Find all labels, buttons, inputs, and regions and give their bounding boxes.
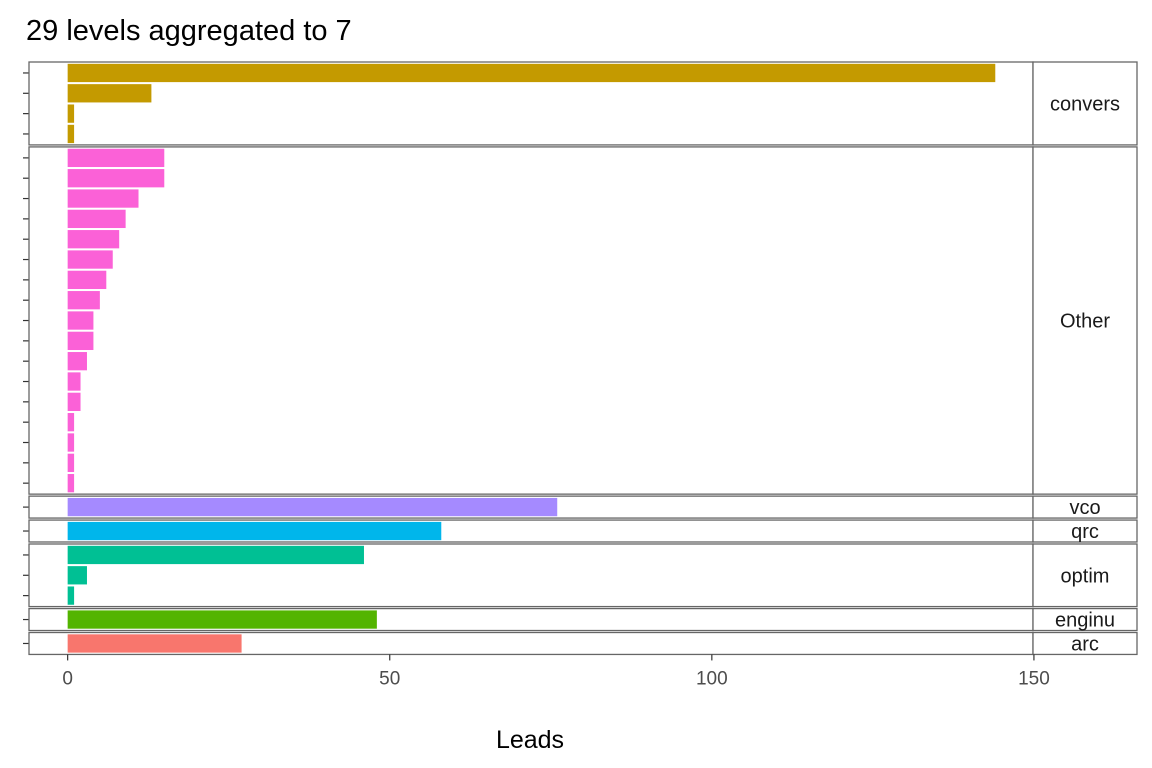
facet-Other: Other (23, 146, 1138, 495)
facet-enginu: enginu (23, 607, 1138, 632)
bar-arc-1 (67, 634, 242, 653)
bar-convers-3 (67, 104, 75, 123)
bar-Other-15 (67, 433, 75, 452)
x-tick-label: 0 (62, 668, 73, 689)
bar-qrc-1 (67, 521, 442, 541)
facet-strip (1032, 519, 1138, 543)
bar-Other-12 (67, 372, 81, 391)
bar-Other-5 (67, 230, 120, 249)
bar-Other-10 (67, 331, 94, 351)
x-tick-label: 50 (379, 668, 400, 689)
facet-panel (29, 146, 1033, 495)
chart-title: 29 levels aggregated to 7 (26, 15, 352, 47)
facet-label-qrc: qrc (1071, 521, 1099, 543)
facet-arc: arc (23, 631, 1138, 656)
bar-Other-11 (67, 352, 87, 371)
bar-Other-9 (67, 311, 94, 330)
bar-Other-13 (67, 392, 81, 411)
bar-convers-1 (67, 63, 996, 83)
bar-Other-14 (67, 413, 75, 432)
bar-Other-3 (67, 189, 139, 208)
facet-label-optim: optim (1061, 565, 1110, 587)
bar-optim-1 (67, 545, 364, 565)
facet-label-arc: arc (1071, 633, 1099, 655)
facet-label-vco: vco (1069, 497, 1100, 519)
facet-strip (1032, 495, 1138, 519)
bar-Other-6 (67, 250, 113, 269)
x-axis: 0 50 100 150 (62, 654, 1050, 689)
bar-enginu-1 (67, 610, 377, 629)
x-tick-label: 150 (1018, 668, 1050, 689)
facet-strip (1032, 146, 1138, 495)
bar-optim-3 (67, 586, 75, 605)
facet-label-convers: convers (1050, 93, 1120, 115)
bar-Other-17 (67, 474, 75, 493)
x-tick-label: 100 (696, 668, 728, 689)
bar-Other-8 (67, 291, 100, 310)
bar-convers-2 (67, 84, 152, 103)
facet-vco: vco (23, 495, 1138, 519)
bar-Other-4 (67, 209, 126, 229)
facet-qrc: qrc (23, 519, 1138, 543)
facet-strip (1032, 631, 1138, 656)
facet-label-Other: Other (1060, 311, 1110, 333)
facet-strip (1032, 607, 1138, 632)
bar-Other-2 (67, 169, 165, 188)
facet-convers: convers (23, 61, 1138, 146)
facet-panel (29, 632, 1033, 655)
facet-strip (1032, 543, 1138, 608)
bar-Other-1 (67, 148, 165, 168)
facet-optim: optim (23, 543, 1138, 608)
bar-optim-2 (67, 566, 87, 585)
facet-label-enginu: enginu (1055, 610, 1115, 632)
bar-convers-4 (67, 124, 75, 144)
bar-Other-16 (67, 453, 75, 472)
bar-vco-1 (67, 497, 558, 517)
facet-strip (1032, 61, 1138, 146)
bar-Other-7 (67, 270, 107, 290)
x-axis-label: Leads (496, 726, 564, 754)
